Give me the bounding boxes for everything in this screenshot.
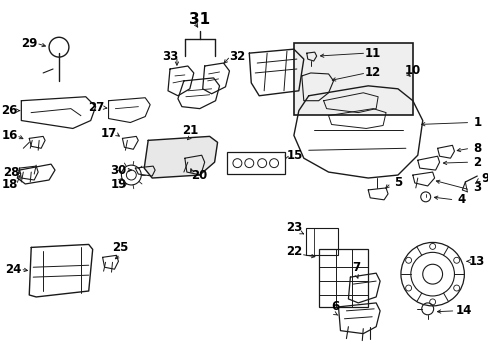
Text: 20: 20 bbox=[191, 168, 207, 181]
Text: 21: 21 bbox=[182, 124, 198, 137]
Text: 16: 16 bbox=[1, 129, 18, 142]
Text: 29: 29 bbox=[21, 37, 38, 50]
Text: 2: 2 bbox=[472, 156, 480, 168]
Text: 8: 8 bbox=[472, 142, 480, 155]
Polygon shape bbox=[144, 136, 217, 178]
Text: 4: 4 bbox=[456, 193, 465, 206]
Text: 33: 33 bbox=[162, 50, 178, 63]
Text: 1: 1 bbox=[472, 116, 480, 129]
Text: 27: 27 bbox=[88, 101, 104, 114]
Text: 15: 15 bbox=[286, 149, 303, 162]
Text: 6: 6 bbox=[331, 300, 339, 313]
Bar bbox=[318, 249, 367, 307]
Text: 26: 26 bbox=[1, 104, 18, 117]
Text: 30: 30 bbox=[110, 163, 126, 177]
Text: 17: 17 bbox=[100, 127, 117, 140]
Text: 12: 12 bbox=[365, 67, 381, 80]
Text: 32: 32 bbox=[229, 50, 245, 63]
Text: 3: 3 bbox=[472, 181, 480, 194]
Bar bbox=[227, 152, 285, 174]
Text: 25: 25 bbox=[112, 241, 128, 254]
Text: 5: 5 bbox=[393, 176, 401, 189]
Text: 31: 31 bbox=[189, 12, 210, 27]
Text: 13: 13 bbox=[468, 255, 485, 268]
Text: 7: 7 bbox=[351, 261, 360, 274]
Bar bbox=[305, 228, 337, 255]
Text: 19: 19 bbox=[110, 179, 126, 192]
Polygon shape bbox=[29, 244, 93, 297]
Text: 11: 11 bbox=[365, 47, 381, 60]
Text: 22: 22 bbox=[285, 245, 302, 258]
Text: 10: 10 bbox=[404, 64, 420, 77]
Text: 28: 28 bbox=[3, 166, 20, 179]
Bar bbox=[293, 43, 412, 114]
Text: 14: 14 bbox=[454, 304, 470, 317]
Text: 9: 9 bbox=[480, 171, 488, 185]
Text: 24: 24 bbox=[5, 263, 21, 276]
Text: 23: 23 bbox=[285, 221, 302, 234]
Text: 18: 18 bbox=[1, 179, 18, 192]
